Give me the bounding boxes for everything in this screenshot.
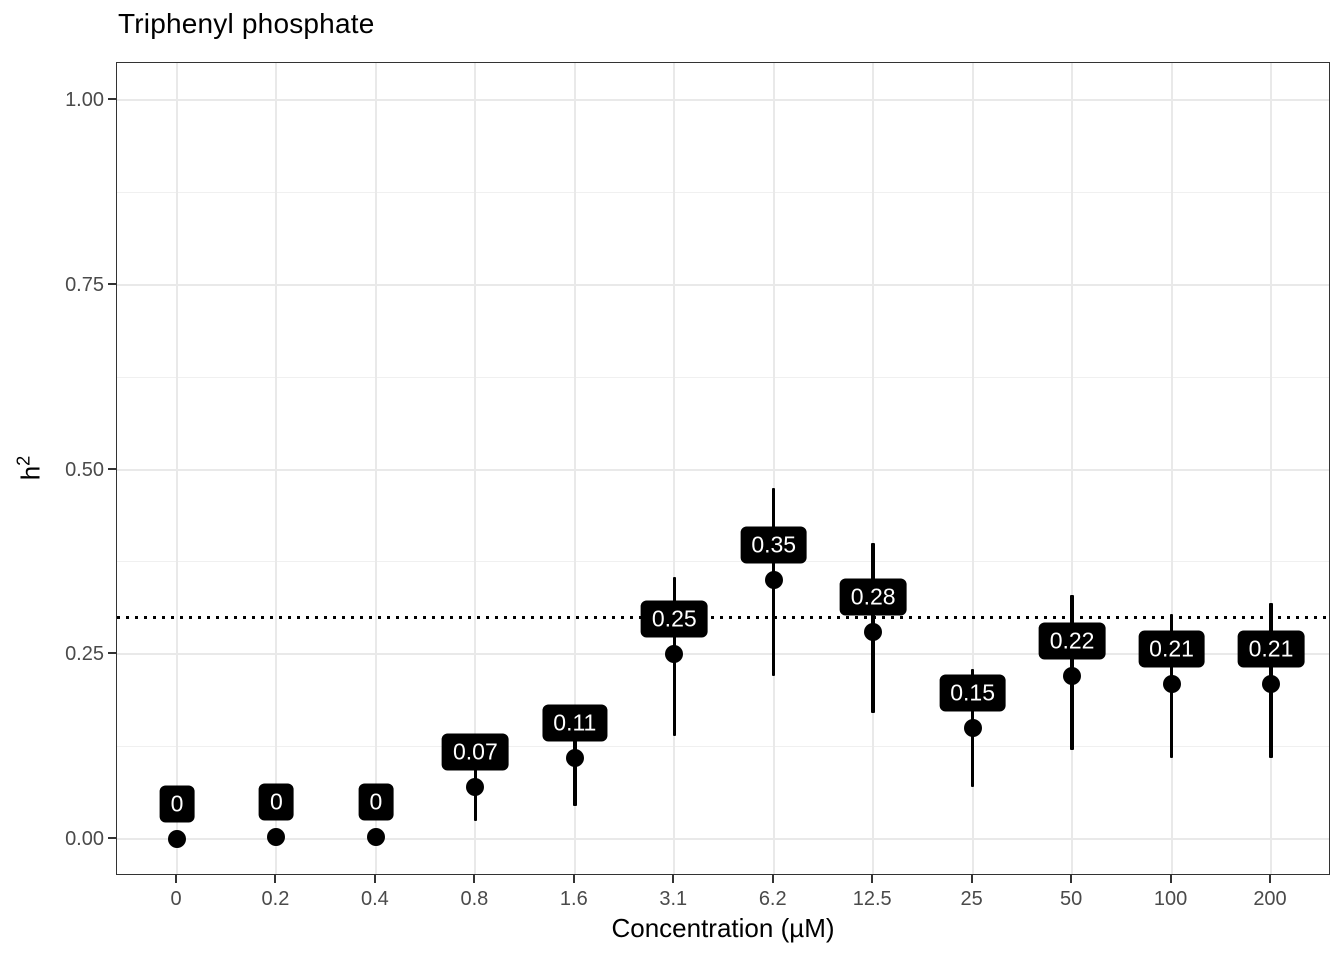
gridline-x-major — [374, 63, 377, 874]
y-tick-label: 0.50 — [65, 458, 104, 481]
y-axis-tick-mark — [108, 467, 116, 470]
point-value-label: 0.35 — [740, 526, 808, 564]
x-axis-tick-mark — [672, 875, 675, 883]
point-value-label: 0 — [259, 783, 294, 821]
data-point — [963, 719, 982, 738]
gridline-x-major — [1170, 63, 1173, 874]
data-point — [1262, 674, 1280, 693]
point-value-label: 0.28 — [839, 578, 907, 616]
x-tick-label: 0.8 — [460, 888, 489, 910]
point-value-label: 0.07 — [441, 733, 509, 771]
data-point — [565, 748, 584, 767]
gridline-x-major — [573, 63, 576, 874]
gridline-x-major — [474, 63, 477, 874]
x-axis-tick-mark — [1070, 875, 1073, 883]
gridline-x-major — [971, 63, 974, 874]
y-axis-tick-mark — [108, 652, 116, 655]
reference-line — [117, 615, 1329, 619]
x-axis-tick-mark — [572, 875, 575, 883]
gridline-y-major — [117, 838, 1329, 841]
x-axis-tick-mark — [274, 875, 277, 883]
plot-title: Triphenyl phosphate — [118, 8, 375, 39]
data-point — [1162, 674, 1181, 693]
y-axis-tick-mark — [108, 97, 116, 100]
data-point — [267, 827, 286, 846]
x-axis-tick-mark — [373, 875, 376, 883]
y-tick-label: 1.00 — [65, 88, 104, 111]
x-axis-title: Concentration (µM) — [611, 913, 835, 943]
x-tick-label: 0 — [170, 888, 182, 910]
data-point — [366, 827, 385, 846]
y-axis-tick-mark — [108, 837, 116, 840]
x-tick-label: 1.6 — [559, 888, 588, 910]
gridline-y-minor — [117, 561, 1329, 563]
x-tick-label: 200 — [1253, 888, 1287, 910]
x-tick-label: 3.1 — [659, 888, 688, 910]
gridline-x-major — [673, 63, 676, 874]
gridline-x-major — [1071, 63, 1074, 874]
data-point — [1063, 667, 1082, 686]
point-value-label: 0.21 — [1138, 630, 1205, 668]
x-axis-tick-mark — [1269, 875, 1271, 883]
gridline-y-major — [117, 98, 1329, 101]
x-axis-tick-mark — [175, 875, 177, 883]
x-tick-label: 6.2 — [758, 888, 787, 910]
y-tick-label: 0.75 — [65, 273, 104, 296]
y-tick-label: 0.00 — [65, 828, 104, 851]
x-tick-label: 0.2 — [261, 888, 290, 910]
data-point — [665, 645, 684, 664]
x-tick-label: 12.5 — [852, 888, 892, 910]
gridline-x-major — [275, 63, 278, 874]
gridline-x-major — [872, 63, 875, 874]
y-axis-tick-mark — [108, 282, 116, 285]
x-tick-label: 100 — [1153, 888, 1188, 910]
gridline-x-major — [1270, 63, 1272, 874]
data-point — [864, 623, 883, 642]
gridline-y-minor — [117, 376, 1329, 378]
data-point — [466, 778, 485, 797]
plot-panel: 0 0 0 0.07 0.11 0.25 0.35 0.28 0.15 0.22 0.21 0.21 — [116, 62, 1330, 875]
point-value-label: 0.25 — [640, 600, 708, 638]
gridline-x-major — [772, 63, 775, 874]
x-axis-tick-mark — [1169, 875, 1172, 883]
point-value-label: 0 — [358, 783, 394, 821]
x-axis-tick-mark — [970, 875, 973, 883]
data-point — [168, 830, 186, 849]
x-axis-tick-mark — [871, 875, 874, 883]
point-value-label: 0 — [159, 785, 195, 823]
gridline-y-major — [117, 468, 1329, 471]
point-value-label: 0.15 — [939, 674, 1007, 712]
gridline-y-minor — [117, 746, 1329, 748]
gridline-y-major — [117, 653, 1329, 656]
x-tick-label: 0.4 — [361, 888, 389, 910]
x-axis-tick-mark — [771, 875, 774, 883]
gridline-y-minor — [117, 191, 1329, 193]
x-tick-label: 50 — [1059, 888, 1083, 910]
gridline-y-major — [117, 283, 1329, 286]
point-value-label: 0.22 — [1038, 622, 1106, 660]
point-value-label: 0.21 — [1237, 630, 1305, 668]
gridline-x-major — [176, 63, 178, 874]
x-axis-tick-mark — [473, 875, 476, 883]
y-tick-label: 0.25 — [65, 643, 104, 666]
x-tick-label: 25 — [960, 888, 983, 910]
data-point — [764, 571, 783, 590]
point-value-label: 0.11 — [542, 704, 608, 742]
